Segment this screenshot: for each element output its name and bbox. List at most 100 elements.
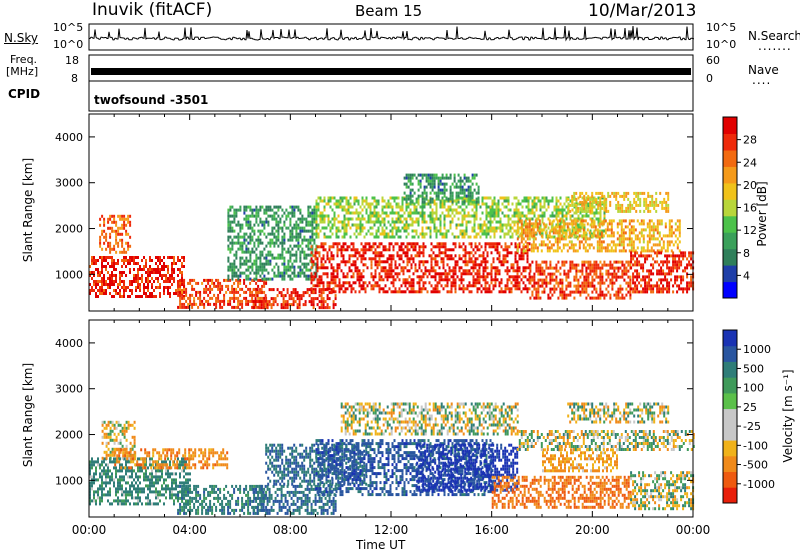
power-colorbar-swatch [723,149,737,167]
velocity-xtick-label: 08:00 [273,523,308,537]
power-region-4 [227,205,318,281]
nsky-right-tick-top: 10^5 [706,21,737,34]
freq-trace [91,68,691,75]
freq-label-2: [MHz] [6,65,39,78]
velocity-xtick-label: 16:00 [474,523,509,537]
power-colorbar-tick-label: 4 [743,269,750,282]
velocity-colorbar-tick-label: 500 [743,362,764,375]
nsky-panel-frame [88,23,694,51]
velocity-xtick-label: 04:00 [172,523,207,537]
power-region-3 [252,288,337,310]
power-ytick-label: 2000 [55,223,83,236]
velocity-colorbar-tick-label: -25 [743,420,761,433]
power-colorbar-swatch [723,117,737,134]
velocity-colorbar-tick-label: -100 [743,439,768,452]
velocity-region-8 [491,475,632,509]
power-region-9 [529,260,632,300]
velocity-region-12 [630,471,695,511]
power-region-6 [315,196,606,239]
freq-tick-bottom: 8 [71,72,78,85]
velocity-ytick-label: 3000 [55,383,83,396]
power-region-10 [630,251,695,294]
velocity-colorbar-swatch [723,487,737,504]
power-region-5 [310,242,531,294]
power-colorbar-swatch [723,248,737,266]
power-colorbar-tick-label: 12 [743,224,757,237]
power-colorbar-tick-label: 24 [743,156,757,169]
beam-title: Beam 15 [355,2,423,20]
velocity-colorbar-tick-label: -500 [743,459,768,472]
velocity-region-13 [567,402,670,424]
velocity-colorbar-swatch [723,361,737,378]
velocity-region-7 [416,443,519,492]
power-region-2 [177,278,268,309]
nsky-right-tick-bottom: 10^0 [706,38,737,51]
velocity-colorbar-swatch [723,408,737,425]
velocity-colorbar-frame [722,329,738,504]
power-ytick-label: 4000 [55,131,83,144]
velocity-ytick-label: 4000 [55,337,83,350]
velocity-xtick-label: 12:00 [374,523,409,537]
freq-tick-top: 18 [65,54,79,67]
power-colorbar-swatch [723,199,737,217]
date-title: 10/Mar/2013 [588,1,697,21]
power-region-0 [89,256,185,298]
power-colorbar-tick-label: 8 [743,247,750,260]
velocity-xtick-label: 00:00 [676,523,711,537]
freq-label-1: Freq. [10,53,38,66]
velocity-region-2 [114,448,229,470]
velocity-colorbar-swatch [723,471,737,488]
velocity-ytick-label: 1000 [55,474,83,487]
nsearch-label: N.Search [748,29,800,43]
cpid-id: -3501 [170,93,209,107]
velocity-region-9 [542,448,618,473]
nsky-trace [88,25,694,42]
velocity-colorbar-swatch [723,424,737,441]
power-region-1 [99,214,132,254]
velocity-colorbar-swatch [723,440,737,457]
nave-label: Nave [748,63,779,77]
power-region-8 [516,219,681,253]
power-colorbar-swatch [723,133,737,151]
power-colorbar-swatch [723,182,737,200]
nave-dots: .... [752,73,772,87]
cpid-label: CPID [8,87,41,101]
freq-right-tick-bottom: 0 [706,72,713,85]
power-colorbar-swatch [723,166,737,184]
nsky-tick-bottom: 10^0 [53,38,84,51]
velocity-colorbar-swatch [723,392,737,410]
velocity-region-1 [101,420,136,460]
nsky-tick-top: 10^5 [53,21,84,34]
nsky-label: N.Sky [4,31,39,45]
velocity-region-11 [340,402,519,436]
cpid-program: twofsound [94,93,166,107]
velocity-colorbar-tick-label: 100 [743,382,764,395]
power-colorbar-tick-label: 20 [743,179,757,192]
power-colorbar-swatch [723,265,737,283]
power-region-11 [567,191,670,213]
velocity-colorbar-tick-label: 1000 [743,343,771,356]
power-ytick-label: 1000 [55,268,83,281]
velocity-xtick-label: 20:00 [575,523,610,537]
power-colorbar-swatch [723,215,737,233]
velocity-colorbar-swatch [723,330,737,347]
velocity-colorbar-swatch [723,345,737,362]
velocity-colorbar-swatch [723,377,737,394]
cpid-panel-frame [88,80,694,112]
velocity-region-10 [516,430,695,451]
velocity-region-0 [89,457,191,506]
velocity-colorbar-tick-label: -1000 [743,478,775,491]
power-ytick-label: 3000 [55,177,83,190]
velocity-xtick-label: 00:00 [72,523,107,537]
power-colorbar-swatch [723,281,737,299]
velocity-colorbar-swatch [723,455,737,472]
freq-right-tick-top: 60 [706,54,720,67]
power-colorbar-tick-label: 28 [743,134,757,147]
velocity-ytick-label: 2000 [55,429,83,442]
nsearch-dots: ....... [758,39,792,53]
power-colorbar-swatch [723,232,737,250]
station-title: Inuvik (fitACF) [92,0,213,20]
power-colorbar-tick-label: 16 [743,202,757,215]
x-axis-label: Time UT [356,538,406,552]
